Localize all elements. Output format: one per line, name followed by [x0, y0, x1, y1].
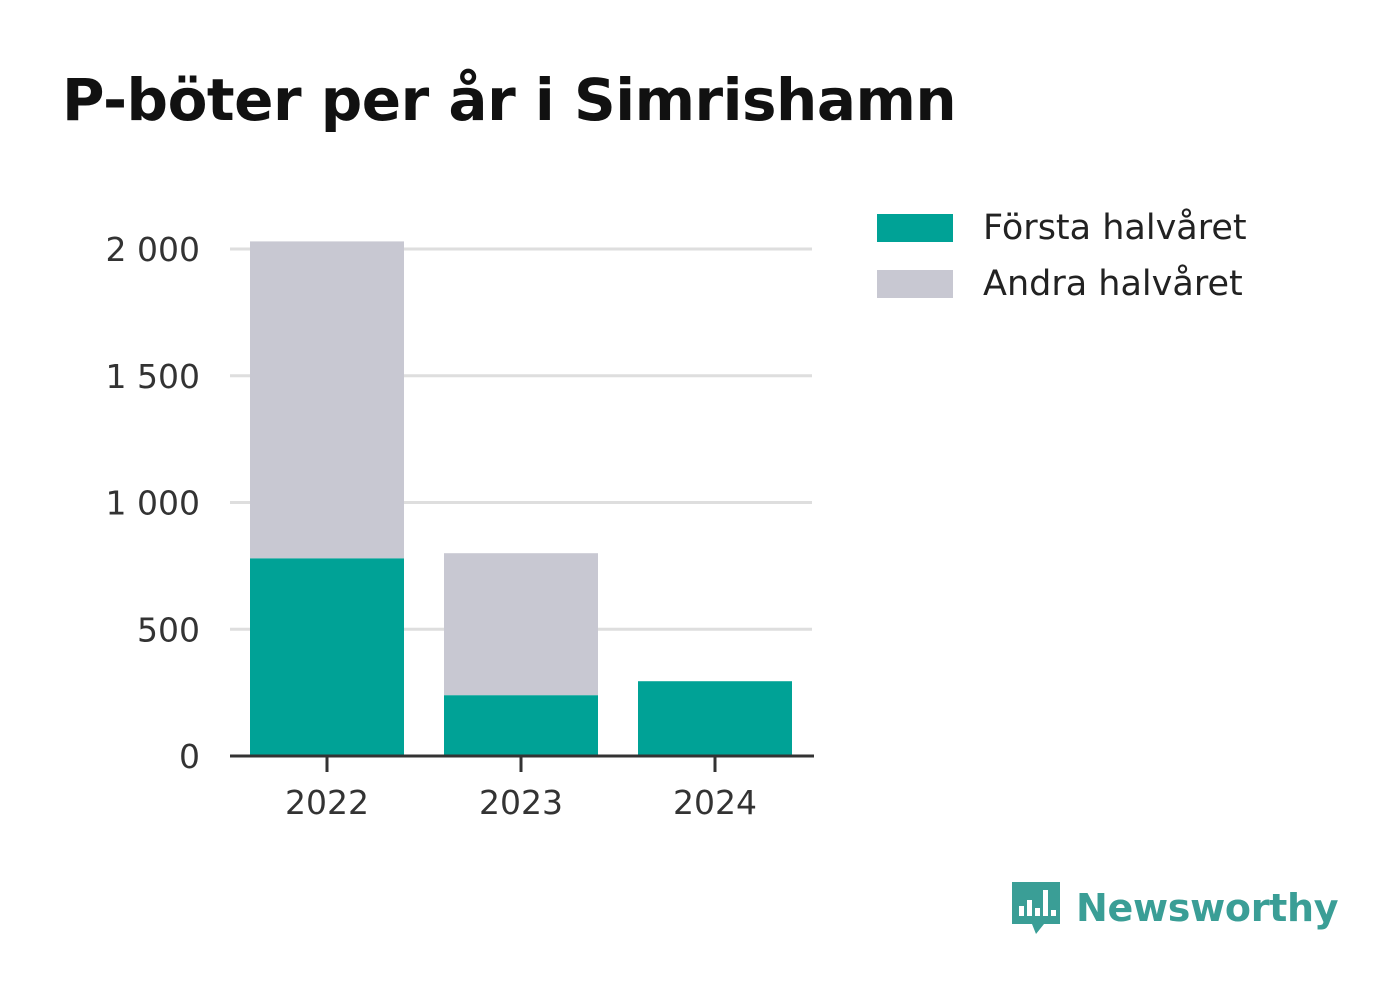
- bar-2024-series-0: [638, 681, 792, 756]
- legend-swatch-first-half: [877, 214, 953, 242]
- legend-item-second-half: Andra halvåret: [877, 256, 1247, 312]
- bar-2023-series-1: [444, 553, 598, 696]
- chart-title: P-böter per år i Simrishamn: [62, 66, 957, 134]
- x-tick-label: 2024: [673, 783, 757, 822]
- brand-logo: Newsworthy: [1010, 878, 1339, 938]
- legend: Första halvåret Andra halvåret: [877, 200, 1247, 312]
- bars: [250, 241, 792, 756]
- y-tick-label: 2 000: [106, 230, 200, 269]
- y-tick-label: 500: [137, 610, 200, 649]
- newsworthy-logo-icon: [1012, 882, 1060, 934]
- bar-2023-series-0: [444, 695, 598, 756]
- brand-name: Newsworthy: [1076, 886, 1339, 930]
- x-tick-label: 2023: [479, 783, 563, 822]
- legend-swatch-second-half: [877, 270, 953, 298]
- axes: 0 500 1 000 1 500 2 000 2022 2023 2024: [106, 230, 814, 822]
- bar-2022-series-0: [250, 558, 404, 756]
- y-tick-label: 1 500: [106, 357, 200, 396]
- bar-2022-series-1: [250, 241, 404, 559]
- legend-item-first-half: Första halvåret: [877, 200, 1247, 256]
- y-tick-label: 1 000: [106, 484, 200, 523]
- legend-label-first-half: Första halvåret: [983, 208, 1247, 248]
- y-tick-label: 0: [179, 737, 200, 776]
- x-tick-label: 2022: [285, 783, 369, 822]
- legend-label-second-half: Andra halvåret: [983, 264, 1243, 304]
